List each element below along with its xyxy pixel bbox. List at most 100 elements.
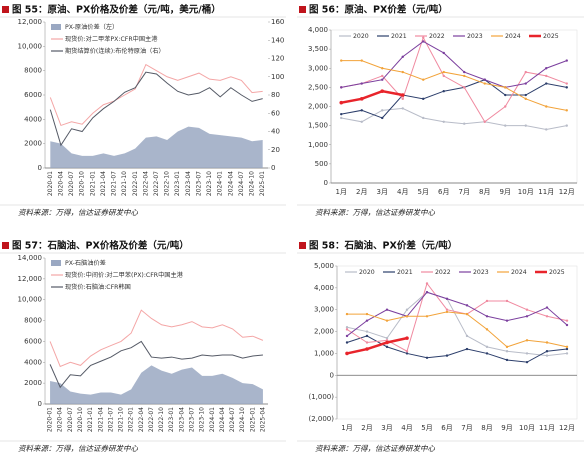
point bbox=[345, 351, 349, 356]
point bbox=[525, 315, 529, 318]
point bbox=[504, 86, 507, 89]
x-tick-label: 2020-10 bbox=[77, 407, 84, 432]
legend-label: 2022 bbox=[429, 33, 445, 40]
y-tick-label: 2,000 bbox=[314, 328, 334, 336]
x-tick-label: 2021-04 bbox=[97, 407, 104, 432]
source-note: 资料来源：万得，信达证券研发中心 bbox=[315, 208, 435, 217]
x-tick-label: 10月 bbox=[519, 424, 535, 432]
point bbox=[505, 345, 509, 349]
y-tick-label: 10,000 bbox=[18, 42, 43, 50]
line bbox=[346, 335, 568, 363]
point bbox=[545, 315, 549, 318]
point bbox=[360, 59, 363, 62]
point bbox=[485, 345, 489, 349]
legend-label: 2020 bbox=[353, 33, 369, 40]
title-marker bbox=[2, 6, 9, 13]
point bbox=[505, 319, 509, 322]
y2-tick-label: 160 bbox=[271, 18, 284, 26]
y-tick-label: 1,000 bbox=[308, 141, 328, 149]
y-tick-label: 500 bbox=[315, 160, 328, 168]
x-tick-label: 2021-04 bbox=[100, 171, 107, 196]
line bbox=[341, 89, 403, 104]
point bbox=[422, 97, 425, 101]
x-tick-label: 2020-07 bbox=[67, 407, 74, 432]
point bbox=[360, 109, 363, 112]
x-tick-label: 5月 bbox=[421, 424, 432, 432]
y-tick-label: 4000 bbox=[24, 115, 42, 123]
legend-label: 2024 bbox=[511, 269, 527, 276]
line bbox=[49, 309, 264, 368]
point bbox=[345, 328, 349, 331]
chart-panel: 图 57：石脑油、PX价格及价差（元/吨） 资料来源：万得，信达证券研发中心 0 20… bbox=[0, 240, 286, 453]
y-tick-label: 2,500 bbox=[308, 83, 328, 91]
legend-label: 现货价:对二甲苯PX:CFR中国主港 bbox=[65, 35, 158, 43]
point bbox=[565, 109, 568, 112]
point bbox=[505, 358, 509, 362]
x-tick-label: 2023-07 bbox=[195, 171, 202, 196]
x-tick-label: 2020-04 bbox=[57, 407, 64, 432]
point bbox=[345, 334, 349, 338]
point bbox=[365, 347, 369, 351]
point bbox=[425, 282, 429, 285]
y2-tick-label: 40 bbox=[271, 128, 280, 136]
point bbox=[483, 82, 486, 85]
point bbox=[545, 350, 549, 353]
chart-panel: 图 56：原油、PX价差（元/吨） 资料来源：万得，信达证券研发中心 0 500 1,0… bbox=[297, 4, 584, 217]
title-marker bbox=[299, 242, 306, 249]
x-tick-label: 2022-04 bbox=[142, 171, 149, 196]
point bbox=[401, 107, 404, 110]
chart-panel: 图 55：原油、PX价格及价差（元/吨，美元/桶） 资料来源：万得，信达证券研发中… bbox=[0, 4, 286, 217]
y2-tick-label: 0 bbox=[271, 164, 275, 172]
legend-label: 2021 bbox=[397, 269, 413, 276]
y-tick-label: 4000 bbox=[24, 358, 42, 366]
point bbox=[422, 78, 425, 81]
x-tick-label: 2月 bbox=[356, 188, 367, 196]
point bbox=[545, 354, 549, 357]
x-tick-label: 1月 bbox=[341, 424, 352, 432]
x-tick-label: 2024-04 bbox=[227, 171, 234, 196]
point bbox=[345, 326, 349, 329]
x-tick-label: 2月 bbox=[361, 424, 372, 432]
point bbox=[385, 319, 389, 322]
legend-label: 期货结算价(连续):布伦特原油（右） bbox=[65, 47, 165, 55]
point bbox=[385, 345, 389, 349]
point bbox=[565, 352, 569, 355]
y-tick-label: 0 bbox=[38, 164, 42, 172]
line bbox=[341, 107, 567, 130]
legend-label: 现货价:中间价:对二甲苯(PX):CFR中国主港 bbox=[65, 271, 184, 279]
point bbox=[445, 308, 449, 311]
y-tick-label: 0 bbox=[330, 371, 334, 379]
line bbox=[346, 336, 408, 355]
point bbox=[340, 86, 343, 89]
x-tick-label: 2024-01 bbox=[217, 171, 224, 196]
point bbox=[463, 70, 466, 74]
y-tick-label: 1,500 bbox=[308, 122, 328, 130]
point bbox=[525, 308, 529, 311]
x-tick-label: 7月 bbox=[459, 188, 470, 196]
legend-swatch bbox=[51, 260, 61, 266]
point bbox=[524, 82, 527, 85]
point bbox=[365, 341, 369, 344]
point bbox=[505, 299, 509, 303]
y2-tick-label: 120 bbox=[271, 55, 284, 63]
point bbox=[401, 55, 404, 58]
y2-tick-label: 140 bbox=[271, 36, 284, 44]
point bbox=[385, 336, 389, 340]
point bbox=[483, 120, 486, 124]
y-tick-label: 8000 bbox=[24, 317, 42, 325]
x-tick-label: 2022-10 bbox=[158, 407, 165, 432]
x-tick-label: 9月 bbox=[500, 188, 511, 196]
line bbox=[346, 282, 568, 352]
x-tick-label: 11月 bbox=[538, 188, 554, 196]
legend-label: 2023 bbox=[473, 269, 489, 276]
x-tick-label: 2020-07 bbox=[68, 171, 75, 196]
point bbox=[545, 74, 548, 78]
x-tick-label: 12月 bbox=[559, 424, 575, 432]
legend-label: 2020 bbox=[359, 269, 375, 276]
y-tick-label: 2,000 bbox=[308, 103, 328, 111]
x-tick-label: 9月 bbox=[501, 424, 512, 432]
point bbox=[442, 90, 445, 93]
x-tick-label: 2023-10 bbox=[206, 171, 213, 196]
point bbox=[565, 59, 568, 62]
point bbox=[381, 78, 384, 81]
